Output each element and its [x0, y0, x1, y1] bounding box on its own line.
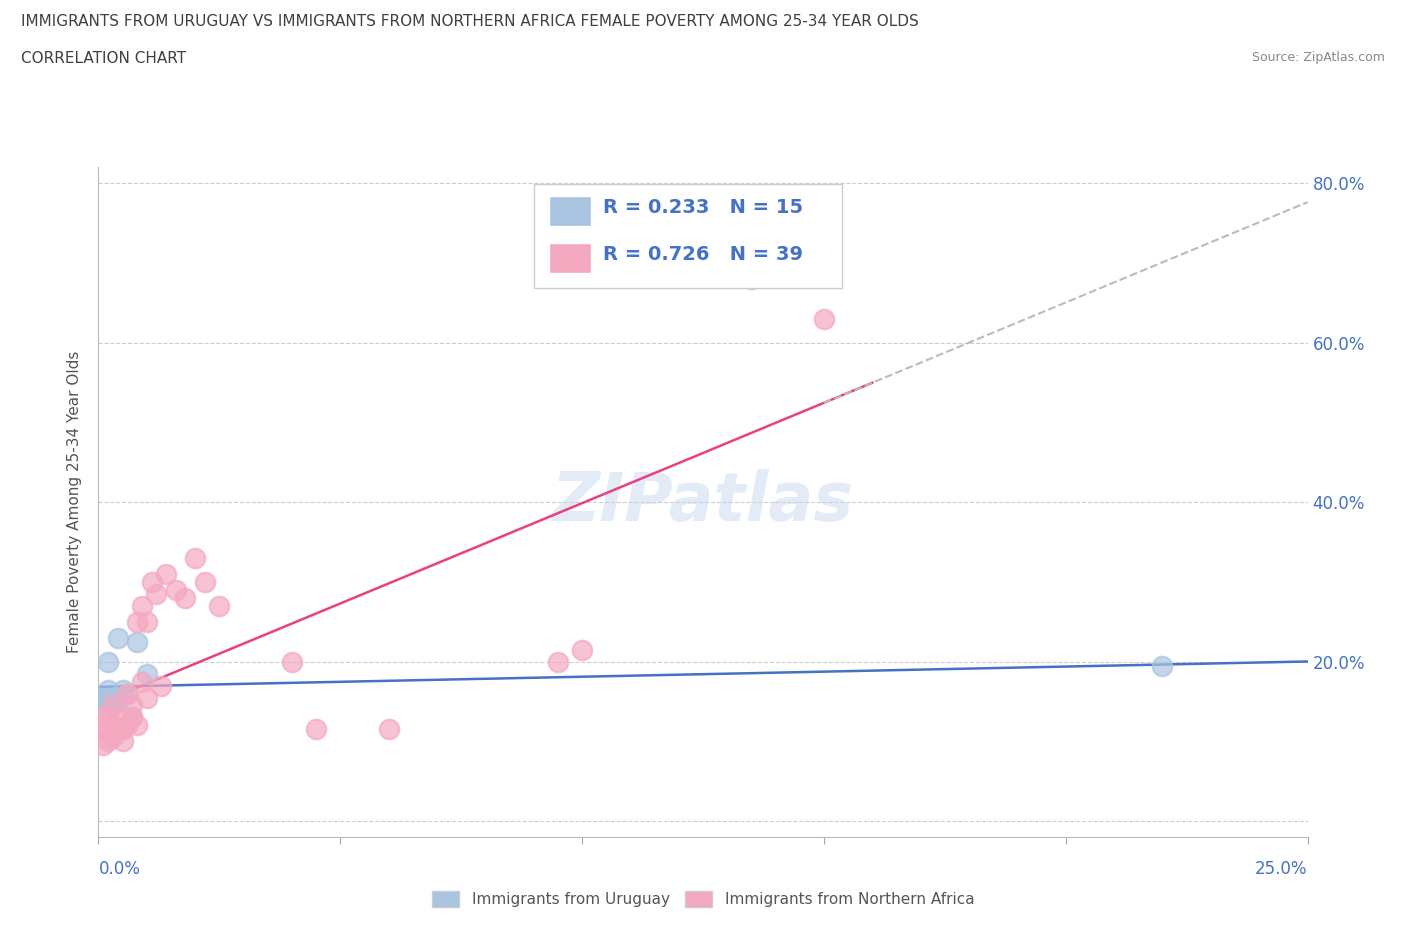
Point [1152, 658, 1174, 673]
Point [813, 312, 835, 326]
Legend: Immigrants from Uruguay, Immigrants from Northern Africa: Immigrants from Uruguay, Immigrants from… [426, 884, 980, 913]
Point [97, 734, 120, 749]
FancyBboxPatch shape [534, 184, 842, 288]
Point [135, 615, 157, 630]
Point [281, 654, 304, 669]
Point [111, 734, 134, 749]
Point [107, 694, 129, 709]
Y-axis label: Female Poverty Among 25-34 Year Olds: Female Poverty Among 25-34 Year Olds [67, 351, 83, 654]
Text: 25.0%: 25.0% [1256, 860, 1308, 878]
Text: Source: ZipAtlas.com: Source: ZipAtlas.com [1251, 51, 1385, 64]
Point [111, 722, 134, 737]
Point [101, 730, 124, 745]
Point [547, 654, 569, 669]
Point [305, 722, 328, 737]
Point [131, 598, 153, 613]
Point [121, 710, 143, 724]
Point [107, 710, 129, 724]
Point [91, 698, 114, 713]
Point [184, 551, 207, 565]
Point [131, 674, 153, 689]
FancyBboxPatch shape [550, 196, 591, 226]
Point [127, 615, 149, 630]
Text: 0.0%: 0.0% [98, 860, 141, 878]
Text: ZIPatlas: ZIPatlas [553, 470, 853, 535]
Text: R = 0.726   N = 39: R = 0.726 N = 39 [603, 245, 803, 264]
Text: IMMIGRANTS FROM URUGUAY VS IMMIGRANTS FROM NORTHERN AFRICA FEMALE POVERTY AMONG : IMMIGRANTS FROM URUGUAY VS IMMIGRANTS FR… [21, 14, 920, 29]
Point [127, 718, 149, 733]
Point [117, 686, 139, 701]
Point [101, 698, 124, 713]
Point [135, 666, 157, 681]
Point [127, 634, 149, 649]
Point [571, 643, 593, 658]
Point [97, 682, 120, 697]
Point [145, 587, 167, 602]
Point [121, 698, 143, 713]
Text: R = 0.233   N = 15: R = 0.233 N = 15 [603, 198, 803, 217]
Point [141, 575, 163, 590]
Point [165, 582, 187, 597]
Point [107, 722, 129, 737]
Point [97, 690, 120, 705]
Point [91, 690, 114, 705]
Point [117, 718, 139, 733]
Point [101, 698, 124, 713]
Text: CORRELATION CHART: CORRELATION CHART [21, 51, 186, 66]
Point [174, 591, 197, 605]
Point [740, 272, 762, 286]
Point [121, 710, 143, 724]
Point [97, 722, 120, 737]
Point [101, 718, 124, 733]
Point [111, 682, 134, 697]
Point [91, 710, 114, 724]
Point [107, 631, 129, 645]
Point [150, 678, 173, 693]
Point [97, 654, 120, 669]
FancyBboxPatch shape [550, 243, 591, 272]
Point [208, 598, 231, 613]
Point [97, 710, 120, 724]
Point [117, 686, 139, 701]
Point [91, 722, 114, 737]
Point [377, 722, 399, 737]
Point [194, 575, 217, 590]
Point [135, 690, 157, 705]
Point [155, 566, 177, 581]
Point [91, 737, 114, 752]
Point [101, 690, 124, 705]
